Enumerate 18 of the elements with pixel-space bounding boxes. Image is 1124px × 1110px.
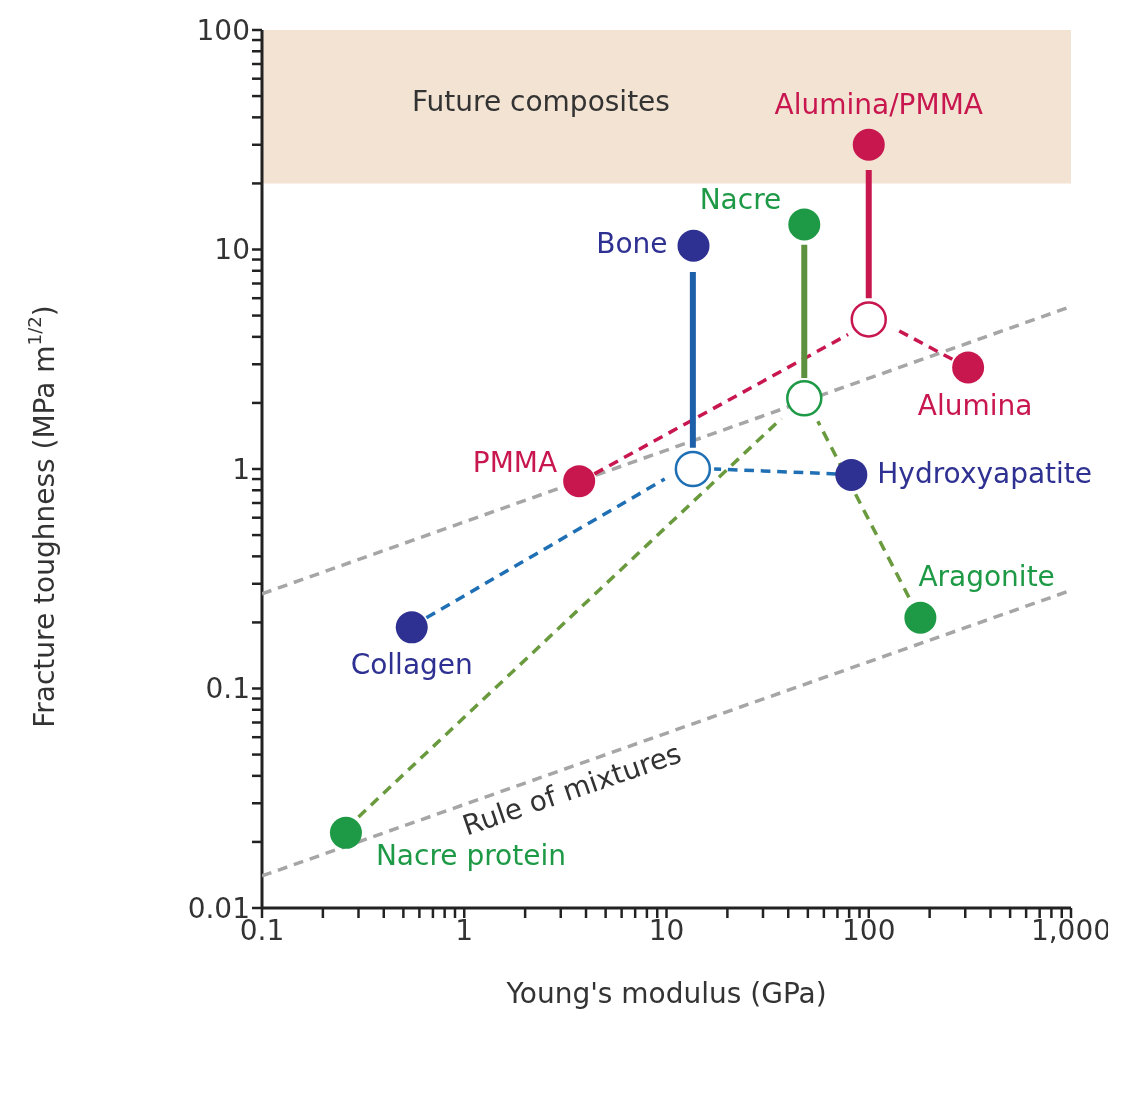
x-axis-title: Young's modulus (GPa) <box>505 977 827 1010</box>
annotation: Hydroxyapatite <box>877 456 1093 490</box>
y-tick-label: 100 <box>196 13 250 47</box>
annotation: Nacre <box>699 183 782 217</box>
x-tick-label: 10 <box>648 913 685 947</box>
annotation: Bone <box>596 226 668 260</box>
annotation: Alumina/PMMA <box>774 87 983 121</box>
y-tick-label: 0.1 <box>205 672 250 706</box>
y-tick-label: 10 <box>214 233 250 267</box>
annotation: Aragonite <box>918 559 1055 593</box>
x-tick-label: 1 <box>455 913 474 947</box>
y-tick-label: 1 <box>232 452 250 486</box>
x-tick-label: 100 <box>842 913 896 947</box>
annotation: Nacre protein <box>375 838 566 872</box>
annotation: PMMA <box>472 446 558 480</box>
band-label: Future composites <box>412 84 670 118</box>
annotation: Alumina <box>917 388 1033 422</box>
annotation: Collagen <box>350 648 473 682</box>
